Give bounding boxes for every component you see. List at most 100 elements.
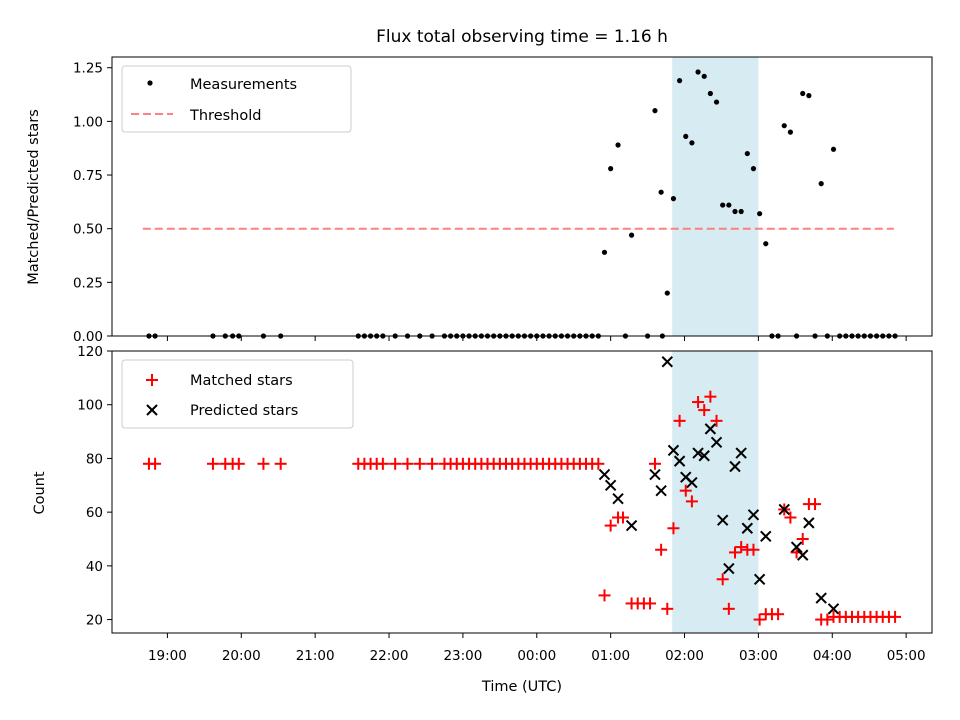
matched-star-point — [376, 457, 389, 470]
predicted-star-point — [778, 503, 790, 516]
predicted-star-point — [686, 476, 698, 489]
predicted-star-point — [790, 541, 803, 553]
measurement-point — [628, 232, 635, 238]
predicted-star-point — [729, 460, 741, 473]
bottom-plot-frame — [111, 350, 933, 634]
top-plot-frame — [111, 56, 933, 337]
measurement-point — [738, 208, 744, 215]
measurement-point — [726, 202, 732, 208]
legend-measurements-label: Measurements — [190, 77, 297, 93]
predicted-star-point — [797, 549, 809, 561]
y-tick-label: 80 — [86, 451, 103, 467]
matched-star-point — [644, 597, 657, 610]
legend-predicted-marker — [146, 404, 158, 416]
top-legend: Measurements Threshold — [121, 65, 352, 133]
y-tick-label: 20 — [86, 613, 103, 629]
measurement-point — [683, 133, 689, 140]
x-tick-label: 21:00 — [296, 648, 335, 664]
y-tick-label: 60 — [86, 505, 103, 521]
x-tick-label: 03:00 — [739, 648, 778, 664]
predicted-star-point — [649, 468, 661, 481]
top-y-axis-label: Matched/Predicted stars — [26, 109, 42, 285]
matched-star-point — [206, 457, 219, 470]
predicted-star-point — [710, 436, 723, 449]
x-tick-label: 23:00 — [443, 648, 482, 664]
predicted-star-point — [815, 592, 827, 604]
matched-star-point — [673, 414, 686, 427]
predicted-star-point — [735, 447, 747, 459]
matched-star-point — [661, 602, 674, 615]
legend-predicted-label: Predicted stars — [190, 403, 298, 419]
y-tick-label: 0.50 — [73, 222, 103, 238]
measurement-point — [787, 129, 794, 135]
measurement-point — [707, 90, 713, 97]
matched-star-point — [389, 457, 402, 470]
legend-measurements-marker — [147, 80, 153, 86]
predicted-star-point — [760, 530, 772, 543]
measurement-point — [757, 211, 763, 217]
matched-star-point — [413, 457, 426, 470]
matched-star-point — [598, 589, 611, 602]
predicted-star-point — [692, 447, 704, 459]
predicted-star-point — [667, 444, 680, 457]
bottom-y-axis-label: Count — [32, 471, 48, 514]
matched-star-point — [747, 543, 760, 556]
x-tick-label: 05:00 — [887, 648, 926, 664]
y-tick-label: 0.00 — [73, 329, 103, 345]
measurement-point — [676, 78, 683, 84]
measurement-point — [763, 241, 769, 247]
y-tick-label: 1.00 — [73, 114, 103, 130]
matched-star-point — [648, 457, 661, 470]
legend-threshold-label: Threshold — [189, 108, 261, 124]
x-tick-label: 19:00 — [148, 648, 187, 664]
measurement-point — [695, 69, 701, 75]
predicted-star-point — [612, 493, 624, 505]
measurement-point — [701, 73, 707, 79]
measurement-point — [750, 166, 757, 172]
matched-star-point — [772, 608, 785, 621]
bottom-legend-box — [121, 359, 354, 429]
x-tick-label: 01:00 — [591, 648, 630, 664]
measurement-point — [652, 108, 658, 114]
measurement-point — [664, 290, 670, 296]
x-tick-label: 04:00 — [813, 648, 852, 664]
measurement-point — [601, 249, 608, 255]
measurement-point — [670, 196, 677, 202]
y-tick-label: 100 — [77, 398, 103, 414]
top-legend-box — [121, 65, 352, 133]
x-tick-label: 22:00 — [370, 648, 409, 664]
predicted-star-point — [723, 562, 735, 575]
legend-matched-label: Matched stars — [190, 373, 293, 389]
measurement-point — [720, 202, 726, 208]
matched-star-point — [889, 610, 902, 623]
matched-star-point — [616, 511, 629, 524]
predicted-star-point — [827, 603, 840, 615]
measurement-point — [689, 140, 695, 146]
matched-star-point — [821, 613, 834, 626]
y-tick-label: 0.75 — [73, 168, 103, 184]
measurement-point — [830, 146, 837, 152]
predicted-star-point — [803, 517, 815, 529]
matched-star-point — [426, 457, 439, 470]
matched-star-point — [592, 457, 605, 470]
matched-star-point — [604, 519, 617, 532]
predicted-star-point — [698, 450, 710, 462]
matched-star-point — [679, 484, 692, 497]
matched-star-point — [274, 457, 287, 470]
matched-star-point — [716, 573, 729, 586]
measurement-point — [615, 142, 621, 148]
measurement-point — [781, 123, 787, 129]
top-y-ticks: 0.00 0.25 0.50 0.75 1.00 1.25 — [73, 61, 112, 345]
matched-star-point — [753, 613, 766, 626]
matched-star-point — [704, 390, 717, 403]
y-tick-label: 120 — [77, 344, 103, 360]
bottom-panel: 20 40 60 80 100 120 19:00 20:00 21:00 22:00 23:00… — [32, 344, 933, 695]
matched-star-point — [722, 602, 735, 615]
matched-star-point — [257, 457, 270, 470]
predicted-star-point — [598, 468, 611, 481]
matched-star-point — [729, 546, 742, 559]
measurement-point — [658, 189, 664, 195]
measurement-point — [800, 90, 806, 97]
measurement-point — [732, 208, 738, 215]
matched-star-point — [784, 511, 797, 524]
